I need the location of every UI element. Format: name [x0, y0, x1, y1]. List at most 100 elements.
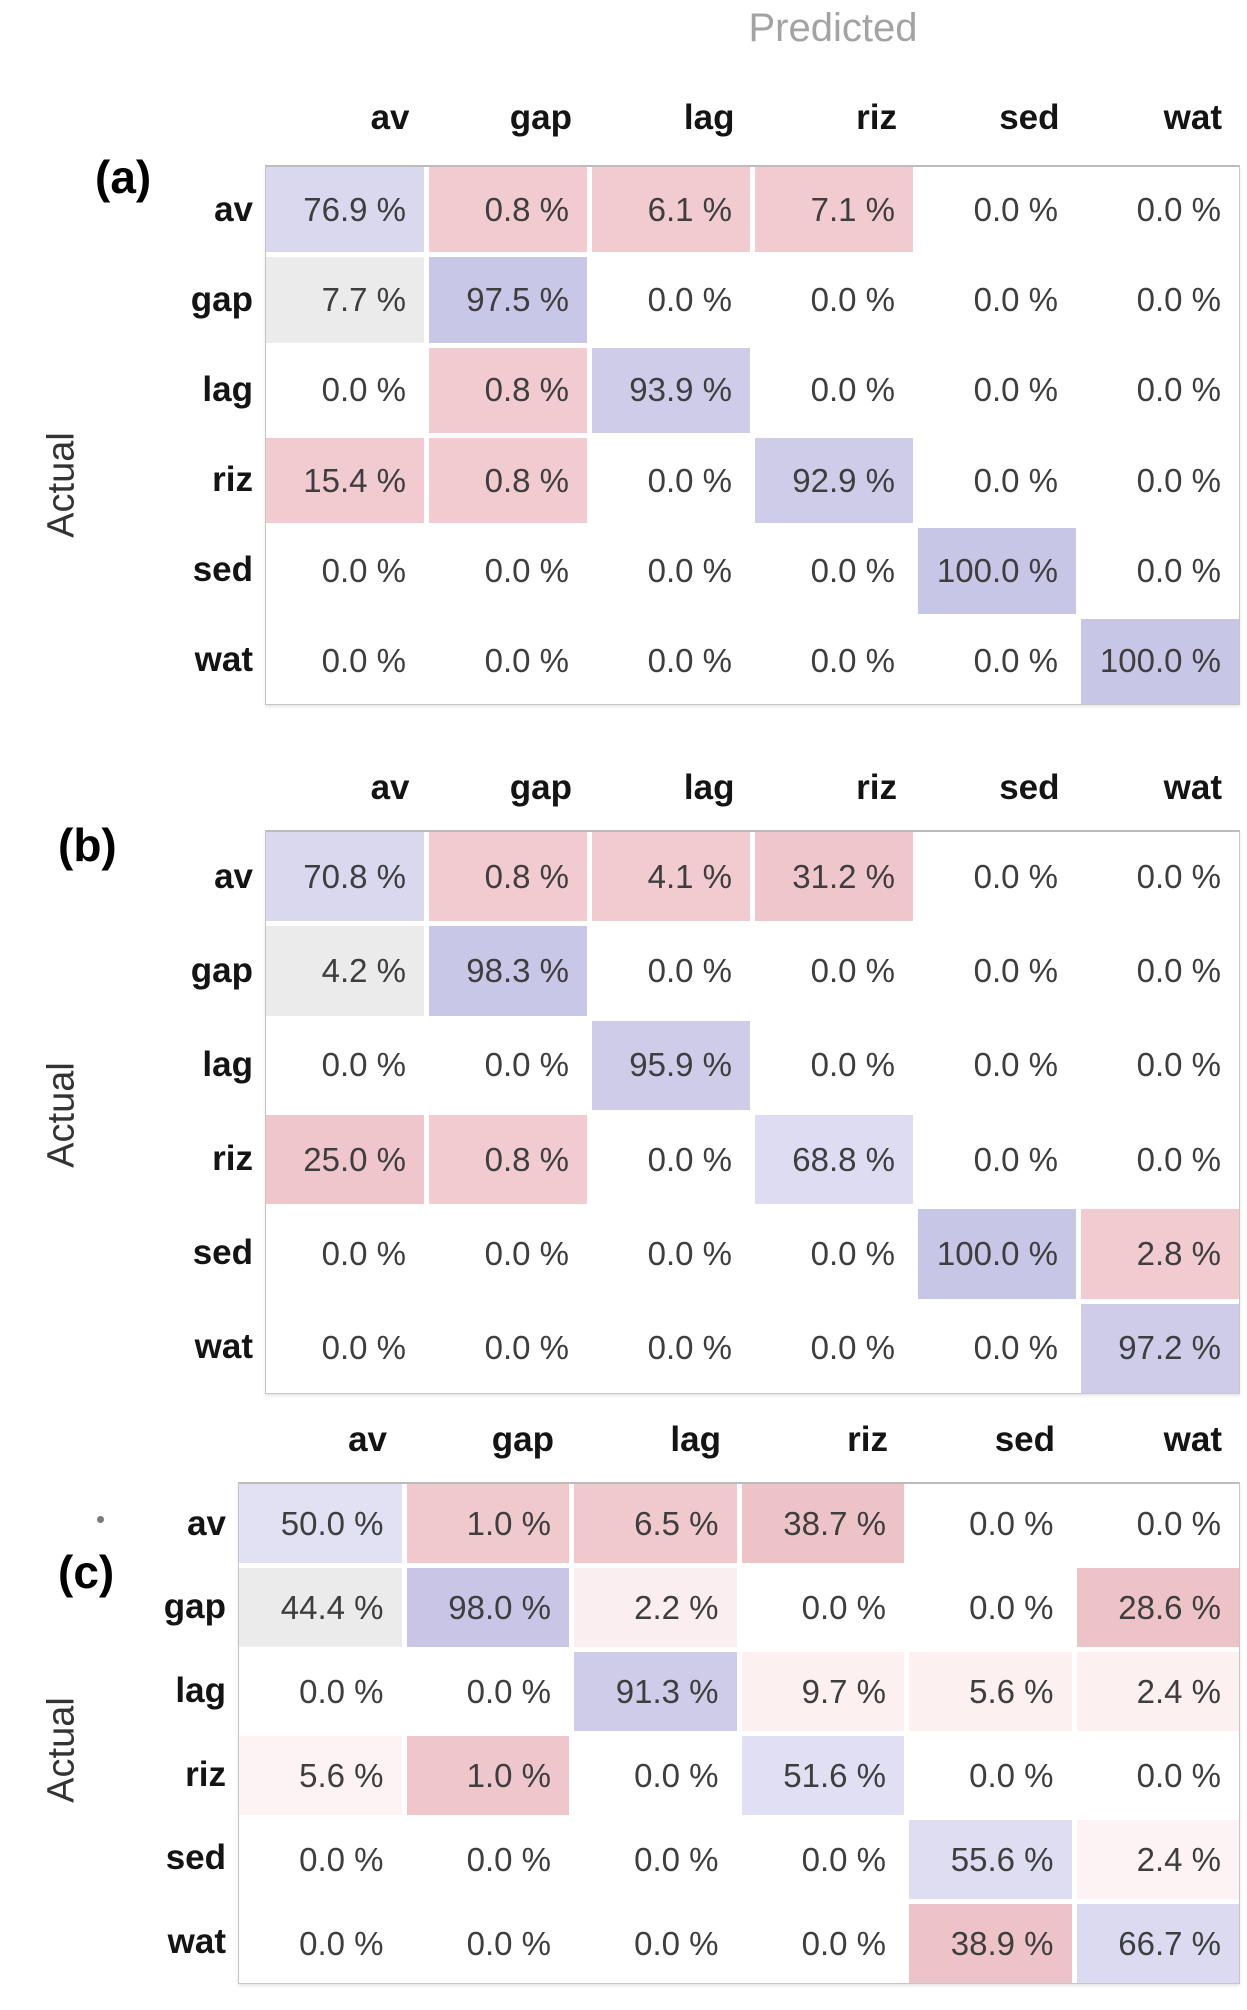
cell-a-av-wat: 0.0 %	[1081, 167, 1239, 253]
matrix-grid-c: 50.0 % 1.0 % 6.5 % 38.7 % 0.0 % 0.0 % 44.4 % 98…	[238, 1482, 1240, 1984]
cell-b-sed-gap: 0.0 %	[429, 1209, 587, 1299]
cell-c-sed-gap: 0.0 %	[406, 1820, 569, 1899]
cell-c-av-lag: 6.5 %	[574, 1484, 737, 1563]
col-header-a-lag: lag	[683, 97, 735, 137]
cell-a-lag-lag: 93.9 %	[592, 347, 750, 433]
cell-a-sed-gap: 0.0 %	[429, 528, 587, 614]
row-label-c-lag: lag	[175, 1671, 226, 1711]
cell-b-av-riz: 31.2 %	[755, 832, 913, 922]
cell-a-wat-sed: 0.0 %	[918, 618, 1076, 704]
cell-b-sed-riz: 0.0 %	[755, 1209, 913, 1299]
cell-a-sed-riz: 0.0 %	[755, 528, 913, 614]
row-label-c-gap: gap	[163, 1587, 226, 1627]
row-label-b-lag: lag	[202, 1045, 253, 1084]
cell-b-lag-av: 0.0 %	[266, 1020, 424, 1110]
row-label-c-av: av	[187, 1503, 226, 1543]
cell-c-sed-riz: 0.0 %	[741, 1820, 904, 1899]
column-headers-a: av gap lag riz sed wat	[265, 90, 1240, 145]
row-label-a-sed: sed	[192, 550, 253, 589]
cell-a-sed-lag: 0.0 %	[592, 528, 750, 614]
row-label-a-gap: gap	[190, 280, 253, 319]
cell-b-wat-riz: 0.0 %	[755, 1303, 913, 1393]
cell-b-gap-sed: 0.0 %	[918, 926, 1076, 1016]
col-header-c-lag: lag	[670, 1419, 721, 1459]
cell-c-riz-gap: 1.0 %	[406, 1736, 569, 1815]
panel-label-c: (c)	[58, 1546, 115, 1598]
cell-c-gap-lag: 2.2 %	[574, 1568, 737, 1647]
cell-b-av-sed: 0.0 %	[918, 832, 1076, 922]
column-headers-c: av gap lag riz sed wat	[238, 1412, 1240, 1467]
cell-b-gap-av: 4.2 %	[266, 926, 424, 1016]
cell-a-lag-wat: 0.0 %	[1081, 347, 1239, 433]
row-label-a-wat: wat	[194, 640, 253, 679]
row-label-a-riz: riz	[212, 460, 253, 499]
cell-a-riz-gap: 0.8 %	[429, 438, 587, 524]
cell-b-gap-wat: 0.0 %	[1081, 926, 1239, 1016]
cell-c-wat-riz: 0.0 %	[741, 1904, 904, 1983]
cell-b-lag-riz: 0.0 %	[755, 1020, 913, 1110]
cell-a-sed-sed: 100.0 %	[918, 528, 1076, 614]
cell-c-av-av: 50.0 %	[239, 1484, 402, 1563]
cell-a-riz-riz: 92.9 %	[755, 438, 913, 524]
cell-b-wat-lag: 0.0 %	[592, 1303, 750, 1393]
row-labels-a: av gap lag riz sed wat	[0, 165, 253, 705]
col-header-c-av: av	[348, 1419, 387, 1459]
panel-label-b: (b)	[58, 819, 117, 871]
cell-a-riz-lag: 0.0 %	[592, 438, 750, 524]
cell-b-riz-lag: 0.0 %	[592, 1115, 750, 1205]
cell-c-sed-av: 0.0 %	[239, 1820, 402, 1899]
cell-a-gap-lag: 0.0 %	[592, 257, 750, 343]
cell-a-wat-riz: 0.0 %	[755, 618, 913, 704]
row-label-a-lag: lag	[202, 370, 253, 409]
row-label-b-gap: gap	[190, 951, 253, 990]
cell-a-lag-gap: 0.8 %	[429, 347, 587, 433]
cell-b-lag-gap: 0.0 %	[429, 1020, 587, 1110]
cell-c-wat-sed: 38.9 %	[909, 1904, 1072, 1983]
col-header-b-lag: lag	[683, 767, 735, 807]
cell-c-gap-gap: 98.0 %	[406, 1568, 569, 1647]
cell-b-sed-lag: 0.0 %	[592, 1209, 750, 1299]
row-label-c-sed: sed	[165, 1838, 226, 1878]
cell-c-riz-wat: 0.0 %	[1076, 1736, 1239, 1815]
cell-c-av-wat: 0.0 %	[1076, 1484, 1239, 1563]
cell-c-gap-sed: 0.0 %	[909, 1568, 1072, 1647]
column-headers-b: av gap lag riz sed wat	[265, 760, 1240, 815]
cell-c-lag-gap: 0.0 %	[406, 1652, 569, 1731]
tick-mark-artifact	[97, 1516, 104, 1523]
cell-a-riz-sed: 0.0 %	[918, 438, 1076, 524]
cell-a-sed-av: 0.0 %	[266, 528, 424, 614]
cell-c-av-gap: 1.0 %	[406, 1484, 569, 1563]
cell-b-riz-sed: 0.0 %	[918, 1115, 1076, 1205]
row-label-b-av: av	[214, 857, 253, 896]
cell-c-av-sed: 0.0 %	[909, 1484, 1072, 1563]
col-header-c-wat: wat	[1163, 1419, 1222, 1459]
cell-b-riz-gap: 0.8 %	[429, 1115, 587, 1205]
col-header-b-riz: riz	[856, 767, 897, 807]
cell-b-riz-av: 25.0 %	[266, 1115, 424, 1205]
cell-b-wat-sed: 0.0 %	[918, 1303, 1076, 1393]
cell-b-wat-wat: 97.2 %	[1081, 1303, 1239, 1393]
cell-c-riz-lag: 0.0 %	[574, 1736, 737, 1815]
col-header-a-sed: sed	[999, 97, 1060, 137]
cell-a-av-lag: 6.1 %	[592, 167, 750, 253]
cell-a-riz-av: 15.4 %	[266, 438, 424, 524]
row-labels-b: av gap lag riz sed wat	[0, 830, 253, 1394]
col-header-c-sed: sed	[994, 1419, 1055, 1459]
cell-c-sed-sed: 55.6 %	[909, 1820, 1072, 1899]
cell-b-sed-wat: 2.8 %	[1081, 1209, 1239, 1299]
cell-b-gap-gap: 98.3 %	[429, 926, 587, 1016]
cell-a-wat-av: 0.0 %	[266, 618, 424, 704]
cell-a-wat-wat: 100.0 %	[1081, 618, 1239, 704]
cell-a-av-av: 76.9 %	[266, 167, 424, 253]
cell-a-av-riz: 7.1 %	[755, 167, 913, 253]
cell-b-lag-sed: 0.0 %	[918, 1020, 1076, 1110]
col-header-b-gap: gap	[509, 767, 572, 807]
row-label-b-sed: sed	[192, 1233, 253, 1272]
col-header-a-av: av	[370, 97, 410, 137]
cell-a-wat-gap: 0.0 %	[429, 618, 587, 704]
row-label-c-riz: riz	[185, 1754, 226, 1794]
col-header-a-riz: riz	[856, 97, 897, 137]
cell-a-gap-gap: 97.5 %	[429, 257, 587, 343]
cell-b-riz-wat: 0.0 %	[1081, 1115, 1239, 1205]
